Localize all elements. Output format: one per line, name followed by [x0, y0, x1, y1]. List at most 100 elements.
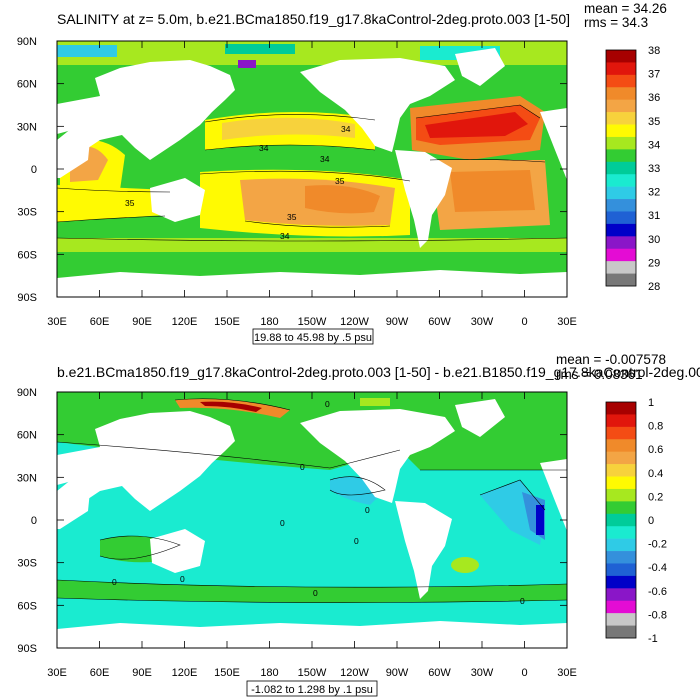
panel2-contour-label-6: 0 — [112, 577, 117, 587]
panel2-colorbar-swatch — [606, 476, 636, 490]
panel1-xtick-label: 90E — [132, 316, 152, 328]
panel2-colorbar-label: 0.8 — [648, 421, 663, 433]
panel2-colorbar-label: -0.2 — [648, 539, 667, 551]
panel2-colorbar-frame — [605, 401, 637, 639]
panel2-colorbar-swatch — [606, 501, 636, 515]
panel1-colorbar-swatch — [606, 174, 636, 187]
panel2-colorbar-swatch — [606, 451, 636, 465]
panel1-colorbar-label: 31 — [648, 210, 660, 222]
panel1-colorbar-swatch — [606, 50, 636, 63]
panel2-xtick-label: 120W — [340, 667, 369, 679]
panel1-ytick-label: 90S — [17, 292, 37, 304]
panel1-colorbar-label: 32 — [648, 187, 660, 199]
panel2-contour-label-4: 0 — [365, 505, 370, 515]
panel1-colorbar-swatch — [606, 211, 636, 225]
panel2-contour-label-7: 0 — [180, 574, 185, 584]
panel1-colorbar: 38 37 36 35 34 33 32 31 30 29 28 — [605, 45, 660, 293]
panel2-ytick-label: 0 — [31, 515, 37, 527]
panel1-axes: 30E 60E 90E 120E 150E 180 150W 120W 90W 60W 30W 0 30… — [17, 36, 577, 328]
panel2-colorbar-swatch — [606, 414, 636, 428]
panel2-colorbar-label: 0.4 — [648, 468, 663, 480]
panel2-colorbar-swatch — [606, 625, 636, 639]
panel1-colorbar-label: 34 — [648, 139, 660, 151]
panel2-colorbar-label: -0.4 — [648, 562, 667, 574]
panel1-colorbar-swatch — [606, 136, 636, 150]
panel2-ytick-label: 60N — [17, 430, 37, 442]
panel2-ytick-label: 30N — [17, 472, 37, 484]
panel1-land-north-america — [300, 58, 455, 152]
panel1-xtick-label: 30E — [47, 316, 67, 328]
panel2-contour-label-8: 0 — [313, 588, 318, 598]
panel2-colorbar: 1 0.8 0.6 0.4 0.2 0 -0.2 -0.4 -0.6 -0.8 -1 — [605, 397, 667, 645]
panel2-colorbar-swatch — [606, 464, 636, 477]
panel1-colorbar-frame — [605, 49, 637, 287]
panel1-range-label: 19.88 to 45.98 by .5 psu — [254, 332, 372, 344]
panel1-colorbar-label: 38 — [648, 45, 660, 57]
panel2-xtick-label: 120E — [172, 667, 198, 679]
panel-difference: b.e21.BCma1850.f19_g17.8kaControl-2deg.p… — [17, 352, 700, 697]
panel1-xtick-label: 30E — [557, 316, 577, 328]
panel1-contour-label-4: 35 — [335, 176, 345, 186]
panel2-colorbar-label: -0.8 — [648, 609, 667, 621]
panel2-land-eurasia — [57, 411, 235, 511]
panel2-range-label: -1.082 to 1.298 by .1 psu — [251, 684, 373, 696]
panel1-colorbar-swatch — [606, 248, 636, 262]
panel2-xtick-label: 30E — [557, 667, 577, 679]
panel1-xtick-label: 30W — [471, 316, 494, 328]
panel1-rms: rms = 34.3 — [584, 15, 648, 30]
panel2-ytick-label: 60S — [17, 600, 37, 612]
panel2-land-south-america — [395, 501, 452, 599]
panel1-contour-labels: 34 34 34 35 35 35 34 — [125, 124, 351, 241]
panel1-colorbar-swatch — [606, 273, 636, 287]
panel1-colorbar-label: 35 — [648, 116, 660, 128]
panel2-land-africa — [57, 479, 90, 529]
panel2-contour-labels: 0 0 0 0 0 0 0 0 0 — [112, 399, 525, 606]
panel2-colorbar-swatch — [606, 563, 636, 577]
panel2-colorbar-swatch — [606, 402, 636, 415]
panel2-ytick-label: 90N — [17, 387, 37, 399]
panel2-xtick-label: 90W — [386, 667, 409, 679]
panel2-colorbar-swatch — [606, 426, 636, 440]
panel1-ytick-label: 30N — [17, 121, 37, 133]
panel2-contour-label-9: 0 — [520, 596, 525, 606]
panel-salinity: SALINITY at z= 5.0m, b.e21.BCma1850.f19_… — [17, 1, 667, 345]
panel1-contour-label-7: 34 — [280, 231, 290, 241]
panel1-contour-label-6: 35 — [287, 212, 297, 222]
panel1-contour-label-5: 35 — [125, 198, 135, 208]
panel1-ytick-label: 0 — [31, 164, 37, 176]
panel1-contours — [56, 104, 568, 242]
panel1-contour-label-1: 34 — [341, 124, 351, 134]
panel1-ytick-label: 90N — [17, 36, 37, 48]
panel2-mean: mean = -0.007578 — [556, 352, 666, 367]
panel2-colorbar-swatch — [606, 439, 636, 452]
panel2-xtick-label: 60W — [428, 667, 451, 679]
panel1-land-eurasia — [57, 60, 235, 160]
panel1-colorbar-swatch — [606, 236, 636, 250]
panel2-colorbar-swatch — [606, 513, 636, 527]
panel1-colorbar-label: 29 — [648, 257, 660, 269]
panel1-colorbar-swatch — [606, 149, 636, 163]
panel2-colorbar-swatch — [606, 526, 636, 539]
panel2-colorbar-label: -1 — [648, 633, 658, 645]
panel2-colorbar-swatch — [606, 588, 636, 602]
panel2-colorbar-swatch — [606, 600, 636, 614]
panel2-contour-label-2: 0 — [300, 462, 305, 472]
panel1-colorbar-swatch — [606, 186, 636, 200]
panel2-colorbar-swatch — [606, 613, 636, 626]
panel1-xtick-label: 150W — [298, 316, 327, 328]
panel1-contour-label-2: 34 — [259, 143, 269, 153]
panel2-rms: rms = 0.08361 — [556, 367, 643, 382]
panel1-colorbar-swatch — [606, 223, 636, 237]
panel1-land-south-america — [395, 150, 452, 248]
panel2-colorbar-swatch — [606, 488, 636, 502]
panel2-ytick-label: 90S — [17, 643, 37, 655]
panel1-xtick-label: 90W — [386, 316, 409, 328]
panel2-colorbar-swatch — [606, 538, 636, 552]
panel1-mean: mean = 34.26 — [584, 1, 667, 16]
panel1-ytick-label: 60N — [17, 79, 37, 91]
panel2-colorbar-label: -0.6 — [648, 586, 667, 598]
panel1-colorbar-swatch — [606, 161, 636, 175]
panel2-contour-label-5: 0 — [354, 536, 359, 546]
panel1-ytick-label: 30S — [17, 207, 37, 219]
panel2-xtick-label: 0 — [521, 667, 527, 679]
